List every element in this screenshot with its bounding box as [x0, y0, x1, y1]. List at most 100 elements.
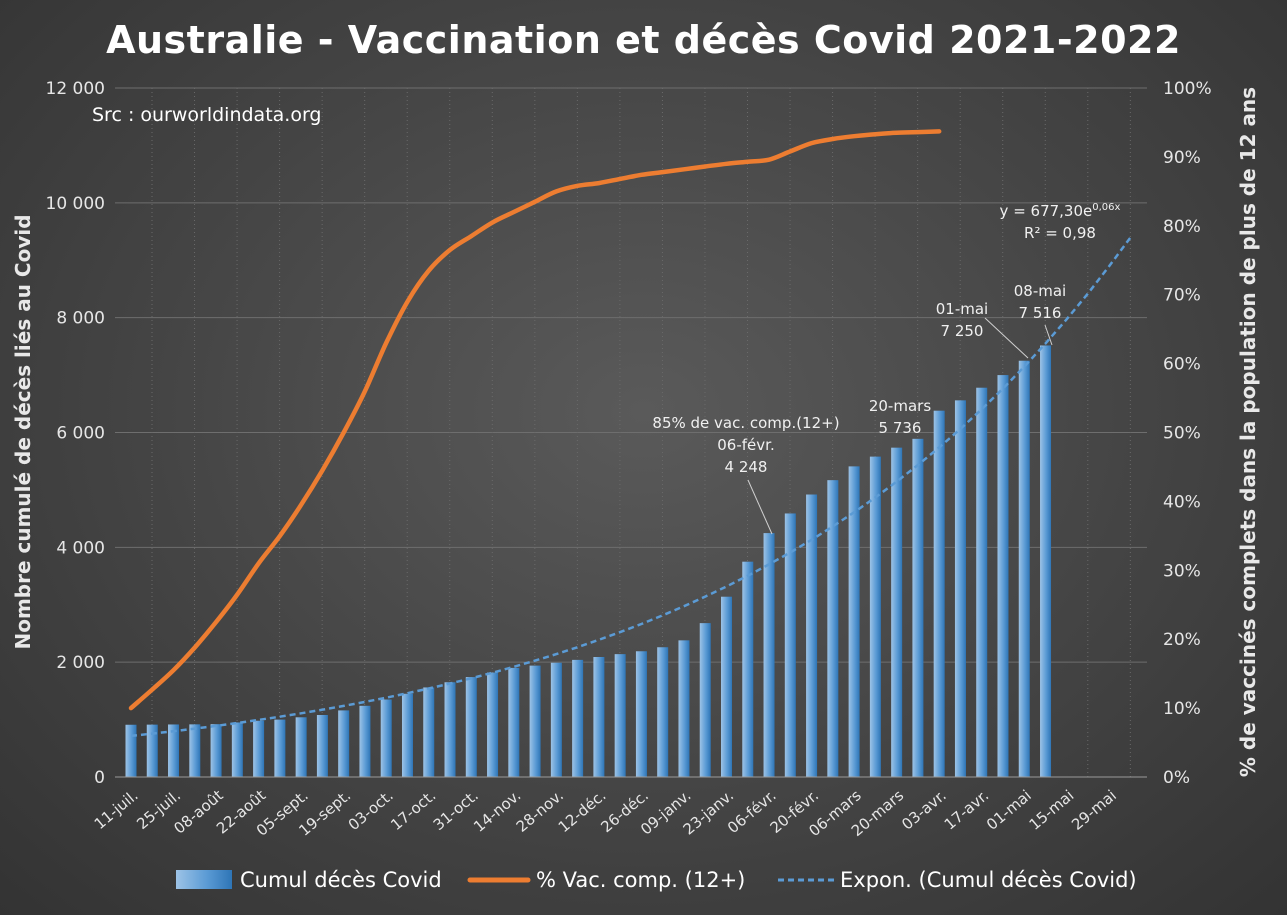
y-right-tick-label: 20% [1163, 630, 1201, 650]
y-left-tick-label: 12 000 [46, 79, 105, 99]
bar [253, 720, 265, 777]
y-right-tick-label: 60% [1163, 355, 1201, 375]
bar [295, 717, 307, 777]
bar [784, 513, 796, 777]
x-tick-label: 15-mai [1026, 786, 1078, 834]
bar [316, 714, 328, 777]
bar [997, 375, 1009, 777]
trendline-series [130, 236, 1132, 738]
y-left-tick-label: 4 000 [56, 538, 105, 558]
annotation-text: 7 516 [1019, 304, 1062, 322]
bar [1018, 360, 1030, 777]
bar [678, 640, 690, 777]
annotation-text: 7 250 [941, 322, 984, 340]
bar [806, 494, 818, 777]
bar [380, 699, 392, 777]
y-right-tick-label: 40% [1163, 492, 1201, 512]
chart-title: Australie - Vaccination et décès Covid 2… [106, 18, 1181, 62]
x-tick-label: 01-mai [983, 786, 1035, 834]
y-right-tick-label: 0% [1163, 768, 1190, 788]
annotation-text: 06-févr. [717, 436, 774, 454]
bar [699, 623, 711, 777]
bar [869, 456, 881, 777]
trendline-path [130, 236, 1132, 738]
bar [210, 724, 222, 777]
bar [614, 654, 626, 777]
x-tick-label: 03-oct. [345, 786, 397, 834]
legend-label-line: % Vac. comp. (12+) [536, 868, 745, 892]
annotation-text: 85% de vac. comp.(12+) [652, 414, 839, 432]
source-label: Src : ourworldindata.org [92, 104, 322, 126]
bar [359, 705, 371, 777]
bar [231, 722, 243, 777]
trendline-equation-exponent: 0,06x [1092, 202, 1120, 213]
x-tick-label: 14-nov. [470, 786, 524, 836]
bar-series [125, 345, 1052, 777]
y-right-tick-label: 10% [1163, 699, 1201, 719]
bar [827, 480, 839, 777]
legend: Cumul décès Covid % Vac. comp. (12+) Expon… [176, 868, 1137, 892]
bar [635, 651, 647, 777]
annotation-leader-line [1044, 324, 1053, 346]
annotation-text: 01-mai [936, 300, 988, 318]
bar [146, 724, 158, 777]
bar [401, 693, 413, 777]
annotation-text: 4 248 [725, 458, 768, 476]
trendline-r2: R² = 0,98 [1024, 224, 1096, 242]
bar [933, 410, 945, 777]
bar [976, 387, 988, 777]
bar [742, 561, 754, 777]
annotations: y = 677,30e0,06x R² = 0,98 85% de vac. com… [652, 202, 1121, 535]
annotation-leader-line [984, 317, 1029, 359]
y-left-axis-title: Nombre cumulé de décès liés au Covid [11, 214, 35, 649]
y-left-tick-label: 10 000 [46, 194, 105, 214]
y-right-tick-label: 80% [1163, 217, 1201, 237]
y-left-tick-label: 6 000 [56, 424, 105, 444]
bar [168, 724, 180, 777]
y-right-tick-label: 100% [1163, 79, 1212, 99]
bar [125, 724, 137, 777]
annotation-text: 08-mai [1014, 282, 1066, 300]
bar [657, 647, 669, 777]
bar [444, 682, 456, 777]
bar [550, 662, 562, 777]
bar [721, 596, 733, 777]
bar [338, 710, 350, 777]
bar [529, 665, 541, 777]
bar [423, 687, 435, 777]
grid-lines [115, 87, 1147, 778]
x-tick-label: 29-mai [1068, 786, 1120, 834]
annotation-leader-line [747, 479, 773, 535]
vaccination-line-path [128, 129, 942, 711]
bar [763, 533, 775, 777]
y-right-tick-label: 30% [1163, 561, 1201, 581]
y-left-tick-label: 2 000 [56, 653, 105, 673]
bar [912, 438, 924, 777]
bar [508, 667, 520, 777]
bar [274, 719, 286, 777]
annotation-text: 20-mars [869, 397, 931, 415]
annotation-text: 5 736 [879, 419, 922, 437]
y-left-tick-label: 0 [94, 768, 105, 788]
legend-swatch-bars [176, 870, 232, 889]
bar [572, 659, 584, 777]
x-tick-label: 12-déc. [555, 786, 610, 836]
trendline-equation-base: y = 677,30e [1000, 202, 1093, 220]
bar [593, 656, 605, 777]
x-tick-label: 17-oct. [387, 786, 439, 834]
y-right-tick-label: 50% [1163, 424, 1201, 444]
trendline-equation: y = 677,30e0,06x [1000, 202, 1121, 220]
x-tick-label: 11-juil. [91, 786, 142, 833]
bar [891, 447, 903, 777]
x-tick-label: 03-avr. [898, 786, 950, 833]
bar [1040, 345, 1052, 777]
vaccination-line-series [128, 129, 942, 711]
y-right-axis-title: % de vaccinés complets dans la populatio… [1236, 87, 1260, 777]
bar [487, 672, 499, 777]
legend-label-trend: Expon. (Cumul décès Covid) [840, 868, 1137, 892]
y-right-tick-label: 90% [1163, 148, 1201, 168]
y-right-tick-label: 70% [1163, 286, 1201, 306]
bar [848, 466, 860, 777]
